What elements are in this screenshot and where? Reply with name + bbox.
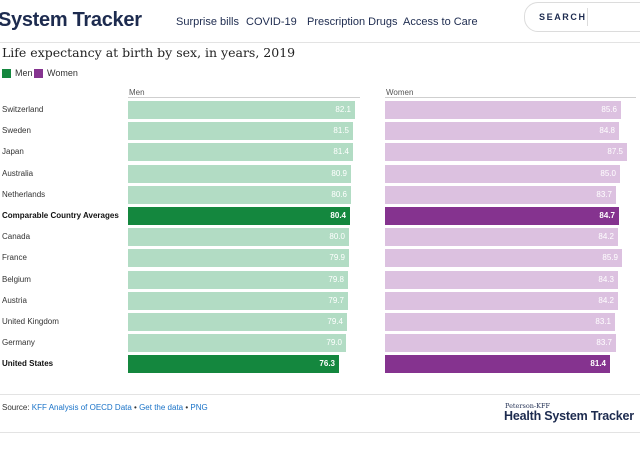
bar-men-france: 79.9 — [128, 249, 349, 268]
data-label-men-united-states: 76.3 — [319, 359, 335, 369]
source-separator-2: • — [183, 403, 191, 412]
bar-women-united-states: 81.4 — [385, 355, 610, 374]
bar-men-comparable-country-averages: 80.4 — [128, 207, 350, 225]
bar-women-france: 85.9 — [385, 249, 622, 268]
bar-men-switzerland: 82.1 — [128, 101, 355, 119]
nav-surprise-bills[interactable]: Surprise bills — [176, 16, 239, 28]
row-label-switzerland: Switzerland — [2, 105, 44, 114]
row-label-sweden: Sweden — [2, 126, 31, 136]
data-label-men-comparable-country-averages: 80.4 — [330, 211, 346, 220]
row-label-canada: Canada — [2, 232, 31, 242]
data-label-women-united-kingdom: 83.1 — [595, 317, 611, 326]
data-label-men-canada: 80.0 — [329, 232, 345, 242]
data-label-men-switzerland: 82.1 — [335, 105, 351, 114]
panel-label-men: Men — [129, 88, 145, 97]
data-label-men-germany: 79.0 — [326, 338, 342, 348]
get-the-data-link[interactable]: Get the data — [139, 403, 184, 412]
bar-men-germany: 79.0 — [128, 334, 346, 353]
row-label-netherlands: Netherlands — [2, 189, 46, 199]
data-label-men-belgium: 79.8 — [328, 274, 344, 284]
bottom-divider — [0, 432, 640, 433]
row-label-austria: Austria — [2, 295, 27, 305]
source-separator-1: • — [131, 403, 140, 412]
data-label-men-sweden: 81.5 — [333, 126, 349, 136]
bar-women-austria: 84.2 — [385, 291, 618, 310]
bar-women-japan: 87.5 — [385, 143, 627, 162]
bar-women-switzerland: 85.6 — [385, 101, 621, 119]
legend-label-women: Women — [47, 68, 78, 78]
data-label-women-switzerland: 85.6 — [601, 105, 617, 114]
source-link[interactable]: KFF Analysis of OECD Data — [31, 403, 132, 412]
nav-access-to-care[interactable]: Access to Care — [403, 16, 478, 28]
top-navigation: System Tracker Surprise bills COVID-19 P… — [0, 0, 640, 43]
data-label-women-sweden: 84.8 — [599, 126, 615, 136]
bar-women-united-kingdom: 83.1 — [385, 313, 615, 331]
nav-covid-19[interactable]: COVID-19 — [246, 16, 297, 28]
data-label-men-australia: 80.9 — [331, 168, 347, 178]
bar-men-japan: 81.4 — [128, 143, 353, 162]
data-label-women-united-states: 81.4 — [590, 359, 606, 369]
nav-prescription-drugs[interactable]: Prescription Drugs — [307, 16, 398, 28]
panel-rule-men — [128, 97, 360, 98]
panel-label-women: Women — [386, 88, 414, 97]
bar-women-australia: 85.0 — [385, 164, 620, 183]
bar-women-comparable-country-averages: 84.7 — [385, 207, 619, 225]
bar-women-canada: 84.2 — [385, 228, 618, 247]
bar-women-germany: 83.7 — [385, 334, 616, 353]
search-divider — [587, 8, 588, 26]
search-label: SEARCH — [539, 12, 587, 22]
data-label-men-japan: 81.4 — [333, 147, 349, 157]
data-label-men-france: 79.9 — [329, 253, 345, 263]
data-label-women-belgium: 84.3 — [598, 274, 614, 284]
row-label-australia: Australia — [2, 168, 34, 178]
data-label-women-australia: 85.0 — [600, 168, 616, 178]
data-label-men-netherlands: 80.6 — [331, 189, 347, 199]
legend-item-men: Men — [2, 68, 33, 78]
data-label-men-united-kingdom: 79.4 — [327, 317, 343, 326]
bar-women-belgium: 84.3 — [385, 270, 618, 289]
row-label-germany: Germany — [2, 338, 35, 348]
search-box[interactable]: SEARCH — [524, 2, 640, 32]
legend-swatch-women — [34, 68, 43, 78]
row-label-france: France — [2, 253, 27, 263]
bar-men-canada: 80.0 — [128, 228, 349, 247]
source-prefix: Source: — [2, 403, 32, 412]
bar-men-netherlands: 80.6 — [128, 185, 351, 204]
row-label-comparable-country-averages: Comparable Country Averages — [2, 211, 119, 220]
footer-divider — [0, 394, 640, 395]
panel-rule-women — [385, 97, 636, 98]
legend-label-men: Men — [15, 68, 33, 78]
bar-men-australia: 80.9 — [128, 164, 351, 183]
data-label-men-austria: 79.7 — [328, 295, 344, 305]
bar-men-united-kingdom: 79.4 — [128, 313, 347, 331]
legend-item-women: Women — [34, 68, 78, 78]
footer-logo-small: Peterson-KFF — [505, 402, 551, 410]
legend-swatch-men — [2, 68, 11, 78]
row-label-united-states: United States — [2, 359, 54, 369]
data-label-women-japan: 87.5 — [607, 147, 623, 157]
data-label-women-comparable-country-averages: 84.7 — [599, 211, 615, 220]
data-label-women-netherlands: 83.7 — [596, 189, 612, 199]
row-label-japan: Japan — [2, 147, 24, 157]
row-label-belgium: Belgium — [2, 274, 31, 284]
bar-men-belgium: 79.8 — [128, 270, 348, 289]
footer-logo: Health System Tracker — [504, 409, 634, 423]
png-link[interactable]: PNG — [190, 403, 208, 412]
bar-men-sweden: 81.5 — [128, 122, 353, 141]
source-line: Source: KFF Analysis of OECD Data • Get … — [2, 403, 208, 412]
site-brand[interactable]: System Tracker — [0, 9, 142, 31]
data-label-women-austria: 84.2 — [598, 295, 614, 305]
row-label-united-kingdom: United Kingdom — [2, 317, 59, 326]
data-label-women-france: 85.9 — [602, 253, 618, 263]
bar-men-austria: 79.7 — [128, 291, 348, 310]
bar-men-united-states: 76.3 — [128, 355, 339, 374]
data-label-women-germany: 83.7 — [596, 338, 612, 348]
data-label-women-canada: 84.2 — [598, 232, 614, 242]
bar-women-sweden: 84.8 — [385, 122, 619, 141]
bar-women-netherlands: 83.7 — [385, 185, 616, 204]
chart-title: Life expectancy at birth by sex, in year… — [2, 45, 296, 60]
